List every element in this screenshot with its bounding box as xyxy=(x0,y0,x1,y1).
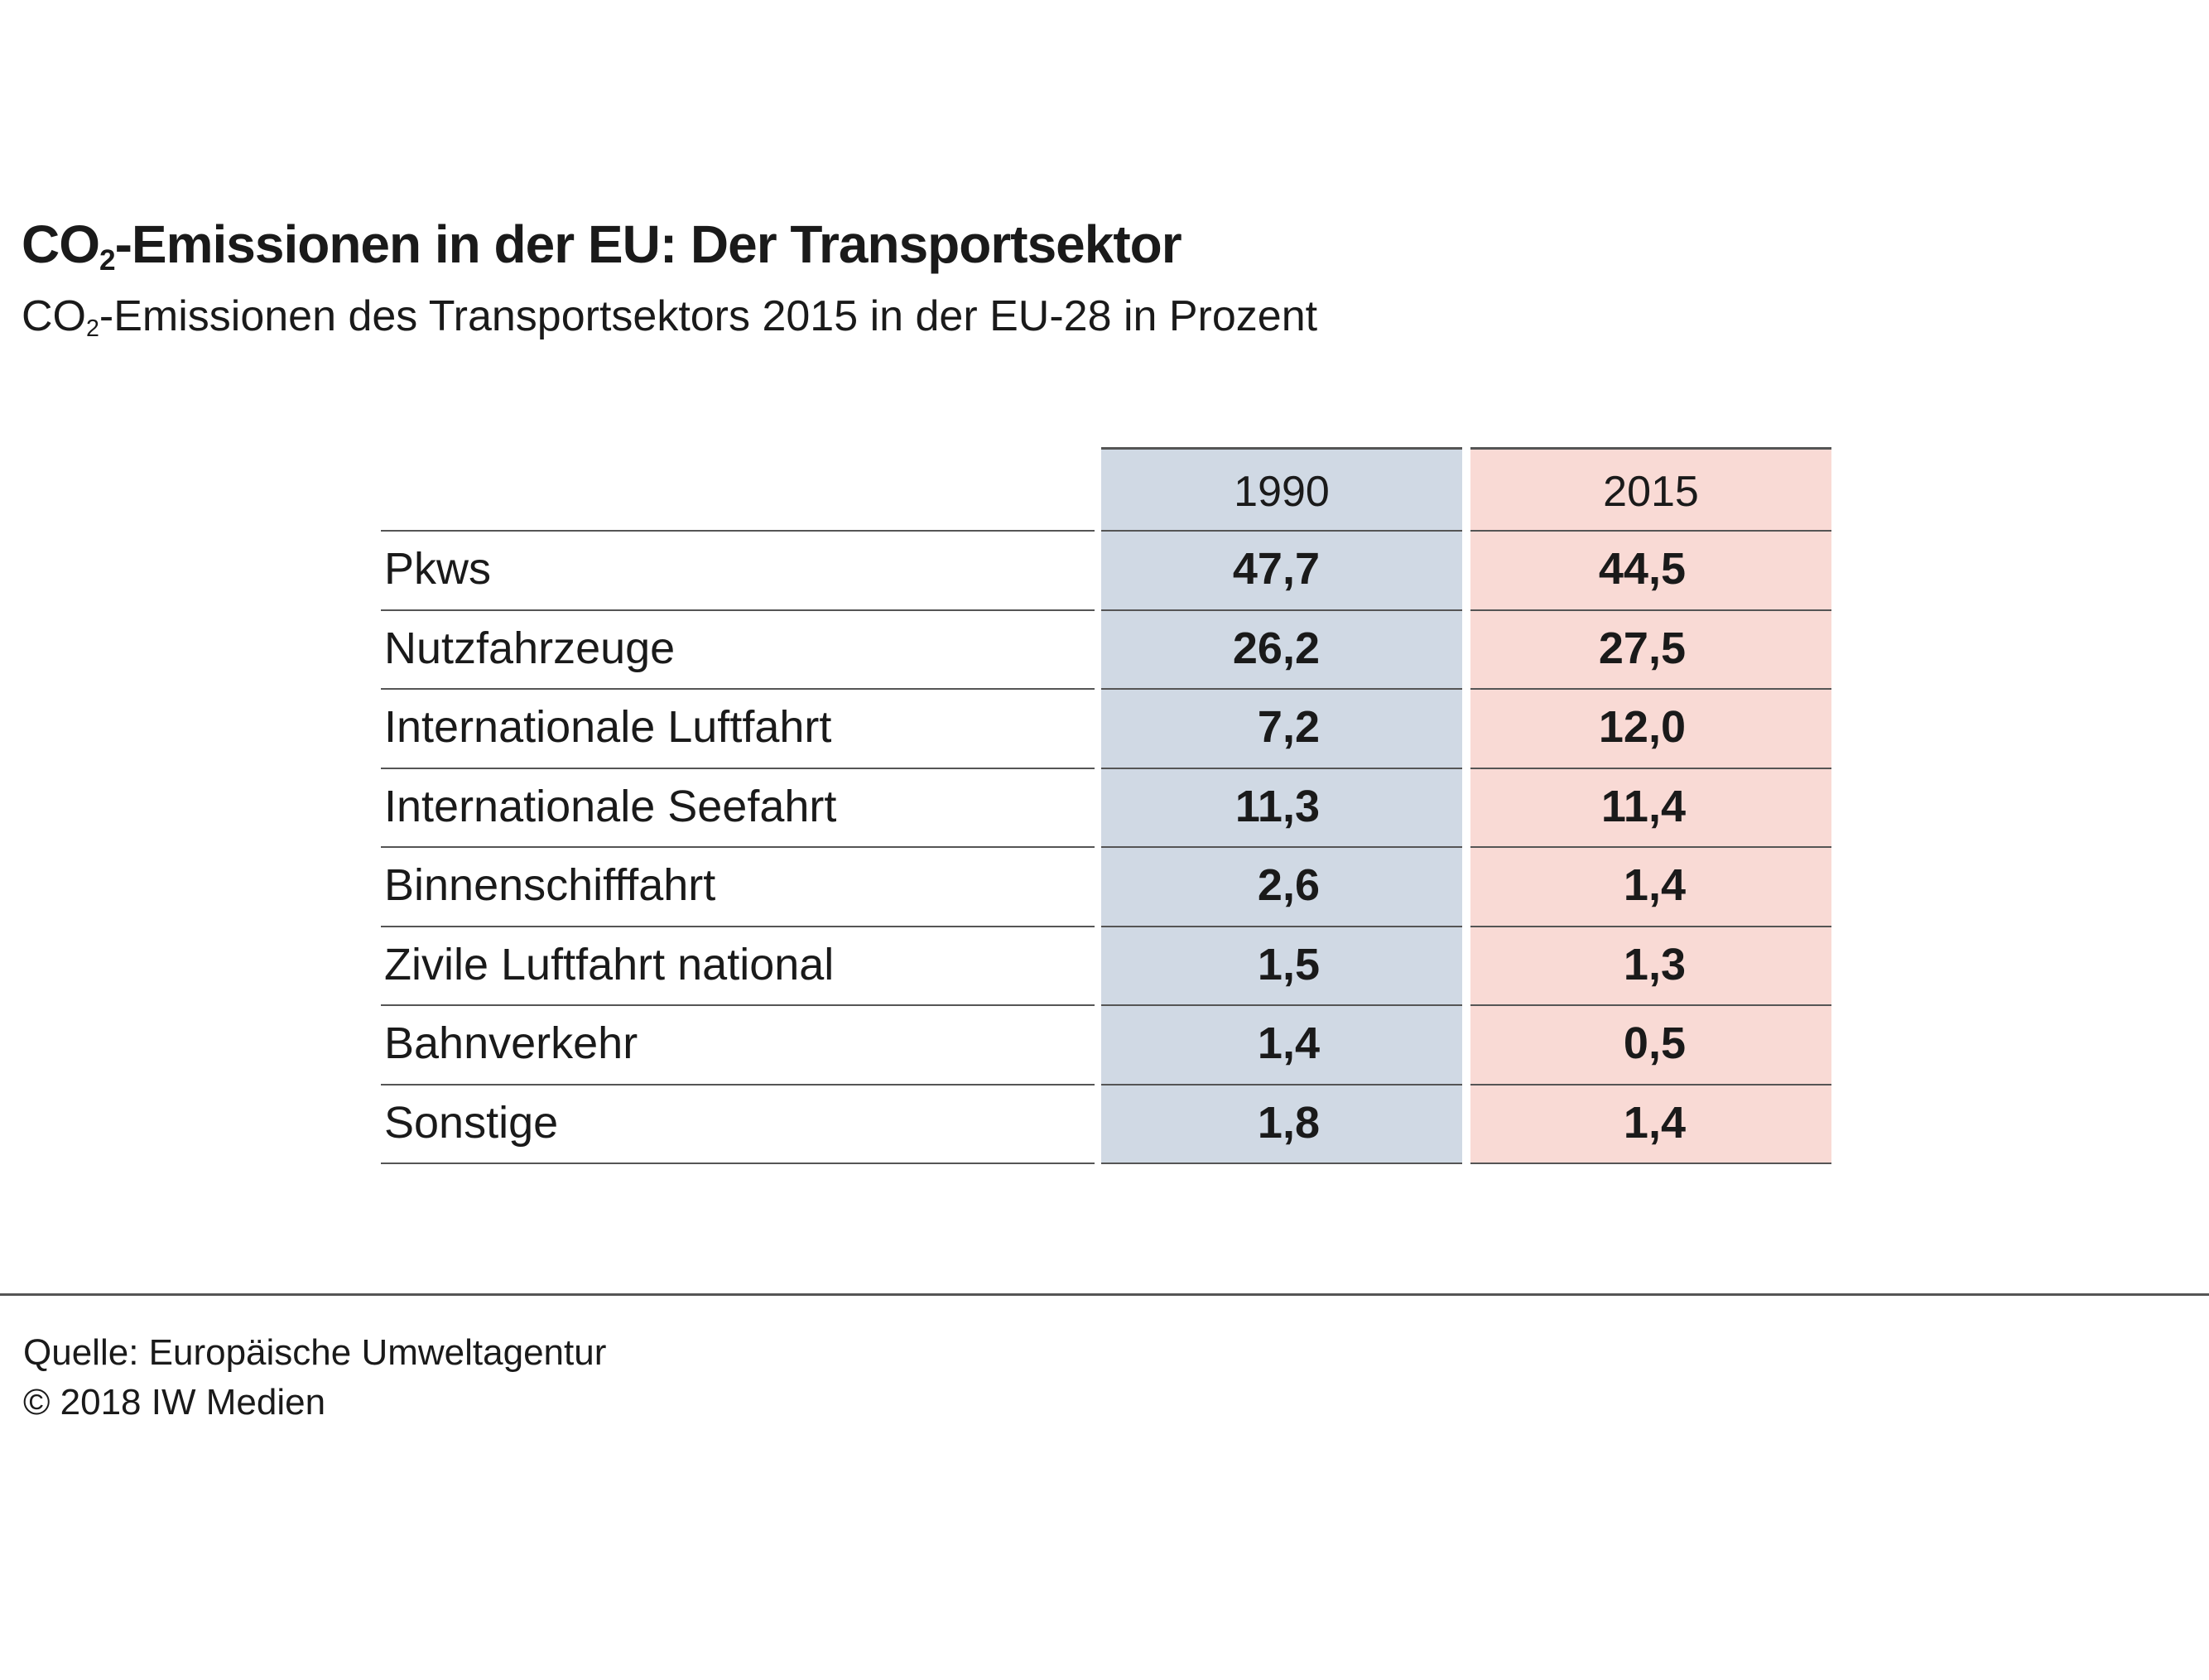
footer-divider xyxy=(0,1293,2209,1296)
table-row: Internationale Seefahrt 11,3 11,4 xyxy=(0,768,2209,846)
row-rule-4-seg-1 xyxy=(1101,925,1462,927)
row-rule-7-seg-1 xyxy=(1101,1163,1462,1164)
row-rule-7-seg-2 xyxy=(1470,1163,1831,1164)
row-rule-5-seg-0 xyxy=(381,1004,1095,1006)
row-label: Sonstige xyxy=(384,1097,559,1148)
value-1990: 26,2 xyxy=(1232,623,1320,673)
row-label: Pkws xyxy=(384,544,492,594)
row-label: Nutzfahrzeuge xyxy=(384,623,676,673)
column-2015-top-line xyxy=(1470,447,1831,450)
value-1990: 11,3 xyxy=(1234,781,1320,831)
chart-subtitle: CO2-Emissionen des Transportsektors 2015… xyxy=(22,292,1318,343)
row-rule-1-seg-1 xyxy=(1101,688,1462,690)
table-row: Internationale Luftfahrt 7,2 12,0 xyxy=(0,688,2209,767)
row-rule-2-seg-1 xyxy=(1101,767,1462,769)
row-rule-6-seg-0 xyxy=(381,1083,1095,1086)
value-1990: 1,4 xyxy=(1257,1018,1320,1068)
row-label: Internationale Seefahrt xyxy=(384,781,837,831)
row-rule-1-seg-0 xyxy=(381,688,1095,690)
value-1990: 1,8 xyxy=(1257,1097,1320,1148)
table-row: Zivile Luftfahrt national 1,5 1,3 xyxy=(0,926,2209,1004)
row-label: Binnenschifffahrt xyxy=(384,860,716,910)
value-2015: 1,4 xyxy=(1623,1097,1686,1148)
value-2015: 1,3 xyxy=(1623,939,1686,989)
row-rule-0-seg-1 xyxy=(1101,609,1462,611)
table-row: Binnenschifffahrt 2,6 1,4 xyxy=(0,846,2209,925)
row-rule-2-seg-0 xyxy=(381,767,1095,769)
table-row: Pkws 47,7 44,5 xyxy=(0,530,2209,609)
row-rule-5-seg-2 xyxy=(1470,1004,1831,1006)
row-rule-3-seg-2 xyxy=(1470,846,1831,848)
data-table: 1990 2015 Pkws 47,7 44,5 Nutzfahrzeuge 26,2 2… xyxy=(0,447,2209,1164)
header-rule-seg-1 xyxy=(1101,530,1462,532)
value-2015: 27,5 xyxy=(1598,623,1686,673)
row-rule-6-seg-2 xyxy=(1470,1083,1831,1086)
row-label: Zivile Luftfahrt national xyxy=(384,939,835,989)
row-rule-6-seg-1 xyxy=(1101,1083,1462,1086)
column-1990-top-line xyxy=(1101,447,1462,450)
value-2015: 1,4 xyxy=(1623,860,1686,910)
value-2015: 44,5 xyxy=(1598,544,1686,594)
row-rule-3-seg-0 xyxy=(381,846,1095,848)
source-note: Quelle: Europäische Umweltagentur xyxy=(23,1332,607,1373)
column-header-2015: 2015 xyxy=(1603,468,1699,516)
column-header-1990: 1990 xyxy=(1234,468,1330,516)
row-label: Bahnverkehr xyxy=(384,1018,638,1068)
value-2015: 11,4 xyxy=(1600,781,1686,831)
table-row: Sonstige 1,8 1,4 xyxy=(0,1084,2209,1163)
chart-title: CO2-Emissionen in der EU: Der Transports… xyxy=(22,214,1182,277)
row-rule-0-seg-2 xyxy=(1470,609,1831,611)
row-rule-4-seg-2 xyxy=(1470,925,1831,927)
value-2015: 12,0 xyxy=(1598,702,1686,752)
row-rule-2-seg-2 xyxy=(1470,767,1831,769)
value-1990: 2,6 xyxy=(1257,860,1320,910)
row-rule-3-seg-1 xyxy=(1101,846,1462,848)
table-row: Nutzfahrzeuge 26,2 27,5 xyxy=(0,609,2209,688)
value-1990: 1,5 xyxy=(1257,939,1320,989)
value-1990: 7,2 xyxy=(1257,702,1320,752)
copyright-note: © 2018 IW Medien xyxy=(23,1382,326,1422)
row-rule-7-seg-0 xyxy=(381,1163,1095,1164)
row-rule-4-seg-0 xyxy=(381,925,1095,927)
row-label: Internationale Luftfahrt xyxy=(384,702,832,752)
column-2015-background xyxy=(1470,449,1831,1163)
value-1990: 47,7 xyxy=(1232,544,1320,594)
header-rule-seg-2 xyxy=(1470,530,1831,532)
table-row: Bahnverkehr 1,4 0,5 xyxy=(0,1004,2209,1083)
row-rule-1-seg-2 xyxy=(1470,688,1831,690)
header-rule-seg-0 xyxy=(381,530,1095,532)
row-rule-0-seg-0 xyxy=(381,609,1095,611)
row-rule-5-seg-1 xyxy=(1101,1004,1462,1006)
column-1990-background xyxy=(1101,449,1462,1163)
value-2015: 0,5 xyxy=(1623,1018,1686,1068)
